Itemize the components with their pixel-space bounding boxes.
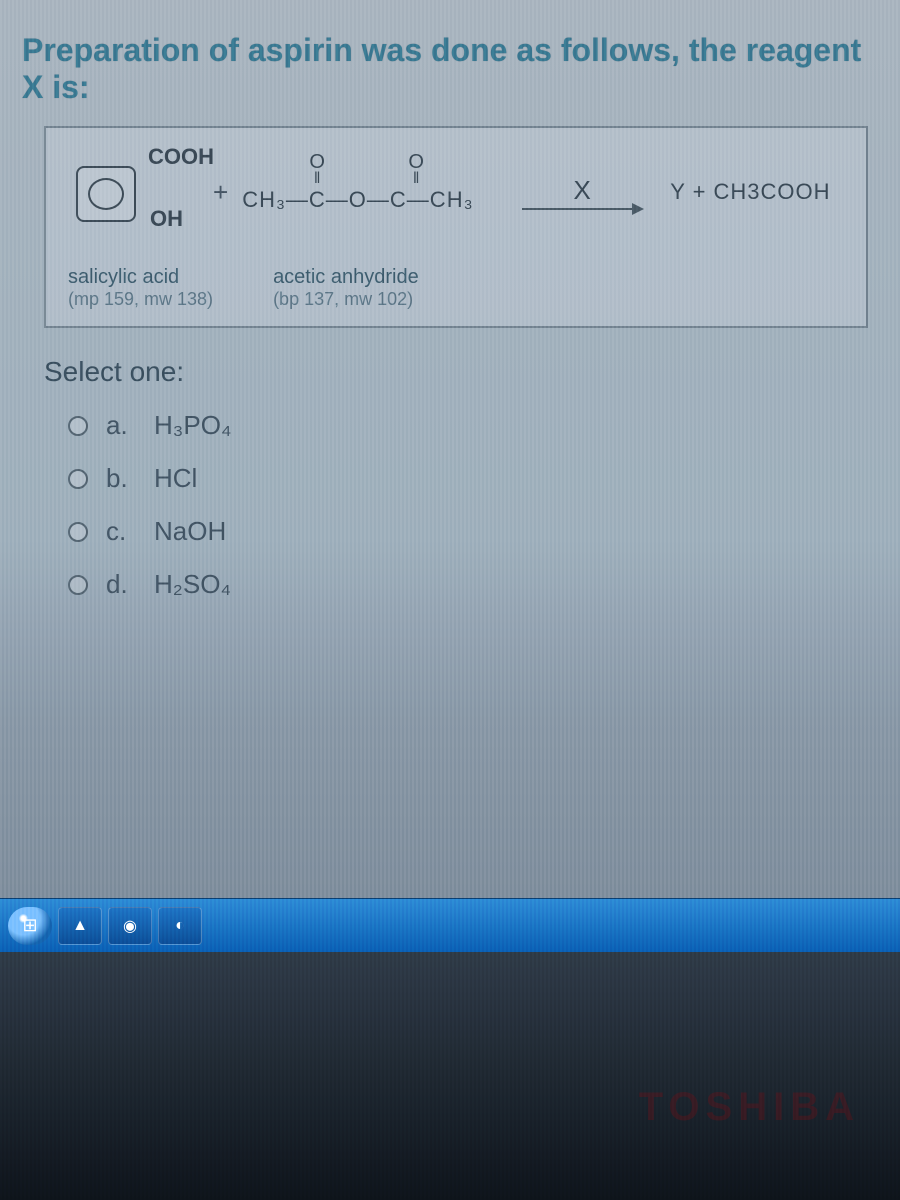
reaction-arrow: X	[512, 175, 652, 210]
radio-icon[interactable]	[68, 469, 88, 489]
quiz-screen: Preparation of aspirin was done as follo…	[14, 14, 886, 896]
product-label: Y + CH3COOH	[662, 179, 830, 205]
taskbar-app-1[interactable]: ▲	[58, 907, 102, 945]
reactant-labels: salicylic acid (mp 159, mw 138) acetic a…	[64, 266, 848, 310]
option-letter: b.	[106, 463, 136, 494]
option-a[interactable]: a. H₃PO₄	[68, 410, 886, 441]
reaction-row: COOH OH + O‖ O‖ CH₃—C—O—C—CH₃ X Y + CH3C…	[64, 142, 848, 242]
option-d[interactable]: d. H₂SO₄	[68, 569, 886, 600]
radio-icon[interactable]	[68, 416, 88, 436]
app-icon: ▲	[72, 917, 88, 935]
cooh-label: COOH	[148, 144, 214, 170]
option-text: H₂SO₄	[154, 569, 231, 600]
select-one-label: Select one:	[44, 356, 886, 388]
windows-taskbar[interactable]: ⊞ ▲ ◉ ◐	[0, 898, 900, 952]
benzene-ring-icon	[76, 166, 136, 222]
option-text: NaOH	[154, 516, 226, 547]
anhydride-label: acetic anhydride (bp 137, mw 102)	[273, 266, 419, 310]
option-text: HCl	[154, 463, 197, 494]
start-button[interactable]: ⊞	[8, 907, 52, 945]
chrome-icon: ◐	[175, 917, 185, 935]
salicylic-label: salicylic acid (mp 159, mw 138)	[68, 266, 213, 310]
option-b[interactable]: b. HCl	[68, 463, 886, 494]
question-text: Preparation of aspirin was done as follo…	[14, 14, 886, 120]
options-list: a. H₃PO₄ b. HCl c. NaOH d. H₂SO₄	[68, 410, 886, 600]
app-icon: ◉	[123, 916, 137, 936]
radio-icon[interactable]	[68, 575, 88, 595]
option-letter: a.	[106, 410, 136, 441]
brand-label: TOSHIBA	[639, 1085, 860, 1130]
acetic-anhydride-structure: O‖ O‖ CH₃—C—O—C—CH₃	[242, 147, 502, 237]
carbonyl-o-right: O‖	[406, 151, 426, 184]
windows-logo-icon: ⊞	[22, 915, 37, 936]
option-c[interactable]: c. NaOH	[68, 516, 886, 547]
taskbar-app-3[interactable]: ◐	[158, 907, 202, 945]
carbonyl-o-left: O‖	[307, 151, 327, 184]
laptop-bezel: TOSHIBA	[0, 952, 900, 1200]
option-letter: d.	[106, 569, 136, 600]
reaction-scheme: COOH OH + O‖ O‖ CH₃—C—O—C—CH₃ X Y + CH3C…	[44, 126, 868, 328]
salicylic-acid-structure: COOH OH	[64, 142, 199, 242]
option-letter: c.	[106, 516, 136, 547]
reagent-x-label: X	[574, 175, 591, 206]
anhydride-formula: CH₃—C—O—C—CH₃	[242, 187, 473, 213]
plus-sign: +	[209, 177, 232, 208]
taskbar-app-2[interactable]: ◉	[108, 907, 152, 945]
radio-icon[interactable]	[68, 522, 88, 542]
arrow-icon	[522, 208, 642, 210]
oh-label: OH	[150, 206, 183, 232]
option-text: H₃PO₄	[154, 410, 232, 441]
